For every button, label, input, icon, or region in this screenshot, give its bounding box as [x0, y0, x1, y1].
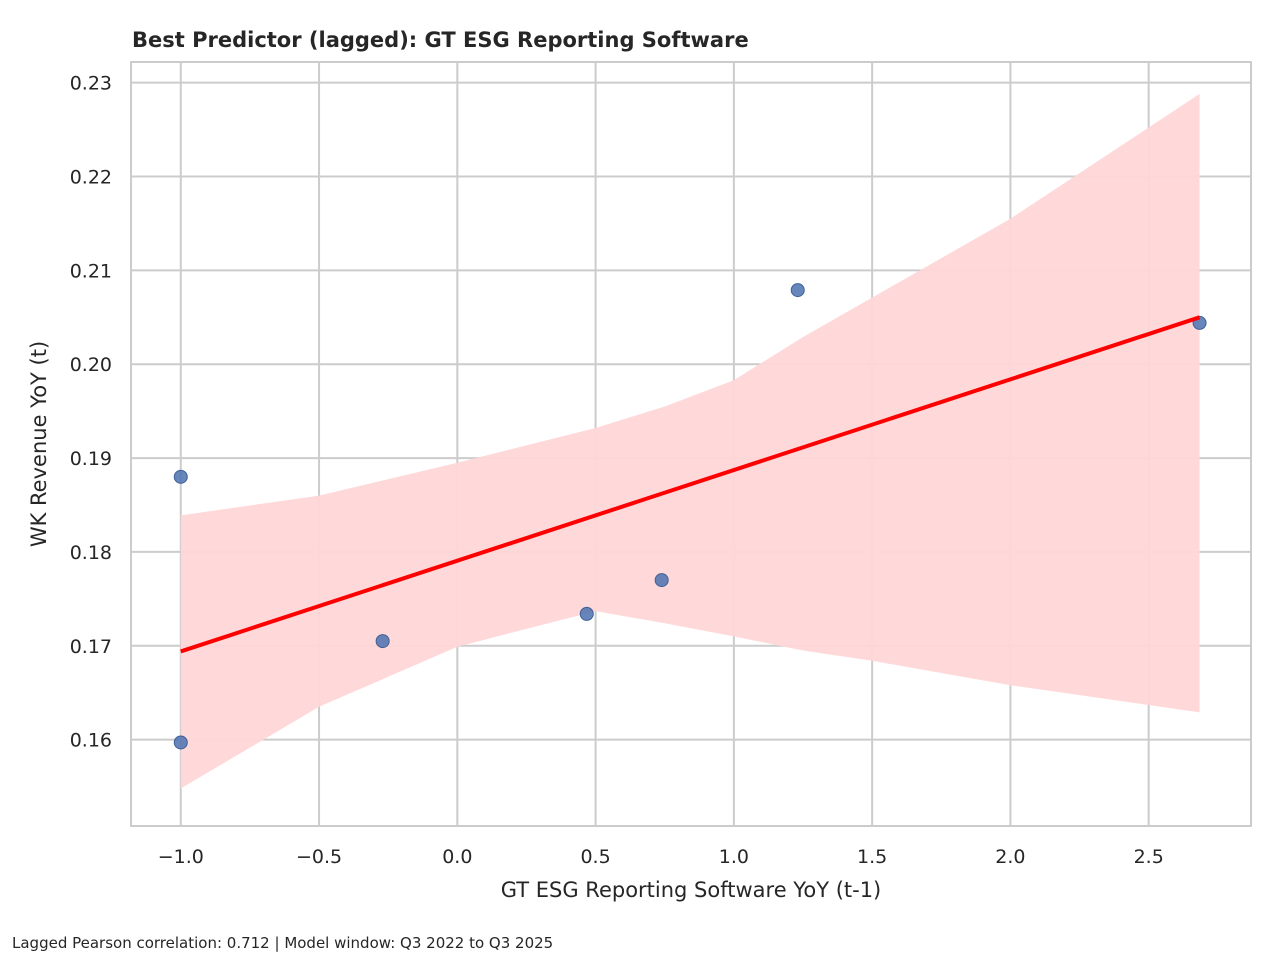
footnote: Lagged Pearson correlation: 0.712 | Mode…	[12, 934, 553, 952]
data-point	[654, 573, 669, 588]
data-point	[579, 606, 594, 621]
x-axis-label: GT ESG Reporting Software YoY (t-1)	[501, 878, 882, 902]
x-tick-label: 1.5	[857, 846, 887, 868]
data-point	[173, 735, 188, 750]
y-tick-label: 0.19	[70, 448, 112, 470]
x-tick-label: 0.0	[442, 846, 472, 868]
x-tick-labels: −1.0 −0.5 0.0 0.5 1.0 1.5 2.0 2.5	[158, 846, 1164, 868]
y-tick-label: 0.16	[70, 730, 112, 752]
x-tick-label: 1.0	[719, 846, 749, 868]
data-point	[375, 634, 390, 649]
x-tick-label: 0.5	[580, 846, 610, 868]
y-tick-label: 0.17	[70, 636, 112, 658]
y-tick-label: 0.22	[70, 167, 112, 189]
points-group	[173, 283, 1207, 750]
y-axis-label: WK Revenue YoY (t)	[27, 341, 51, 547]
confidence-band-group	[180, 93, 1200, 789]
chart-title: Best Predictor (lagged): GT ESG Reportin…	[132, 28, 749, 52]
regression-line-group	[180, 315, 1201, 654]
x-tick-label: −0.5	[296, 846, 342, 868]
x-tick-label: 2.0	[995, 846, 1025, 868]
x-tick-label: 2.5	[1134, 846, 1164, 868]
y-tick-label: 0.20	[70, 354, 112, 376]
plot-frame	[130, 61, 1252, 827]
data-point	[173, 469, 188, 484]
confidence-band	[180, 93, 1200, 789]
y-tick-label: 0.23	[70, 73, 112, 95]
x-tick-label: −1.0	[158, 846, 204, 868]
y-tick-label: 0.18	[70, 542, 112, 564]
y-tick-labels: 0.16 0.17 0.18 0.19 0.20 0.21 0.22 0.23	[70, 73, 112, 752]
y-tick-label: 0.21	[70, 260, 112, 282]
data-point	[790, 283, 805, 298]
regression-line	[180, 315, 1201, 654]
